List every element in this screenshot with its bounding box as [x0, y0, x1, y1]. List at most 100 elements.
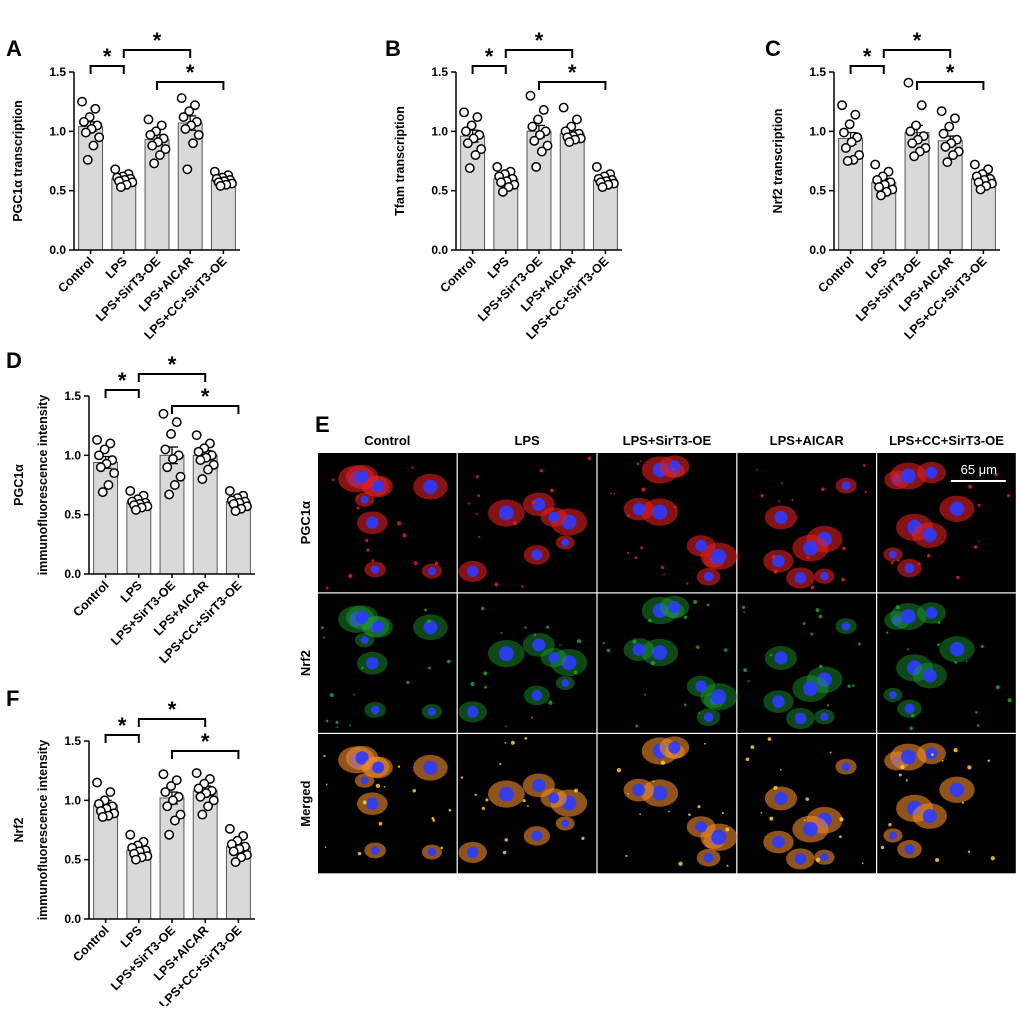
nucleus — [423, 479, 438, 494]
speckle — [745, 757, 750, 762]
speckle — [371, 559, 375, 562]
nucleus — [703, 571, 714, 582]
nucleus — [949, 782, 965, 797]
data-point — [542, 140, 553, 151]
speckle — [773, 569, 778, 574]
data-point — [182, 164, 193, 175]
data-point — [911, 120, 921, 131]
data-point — [125, 485, 136, 496]
speckle — [627, 514, 631, 518]
speckle — [862, 464, 866, 467]
speckle — [356, 496, 359, 499]
speckle — [706, 603, 710, 607]
significance-bracket: * — [916, 60, 985, 90]
y-axis-label: Tfam transcription — [393, 106, 407, 216]
speckle — [842, 546, 846, 551]
significance-star: * — [168, 352, 177, 377]
speckle — [917, 562, 921, 566]
speckle — [365, 538, 369, 543]
micrograph-tile — [457, 453, 597, 593]
nucleus — [360, 636, 369, 645]
speckle — [499, 762, 502, 766]
y-tick-label: 1.0 — [431, 124, 448, 138]
nucleus — [794, 572, 807, 584]
nucleus — [772, 695, 785, 708]
nucleus — [652, 504, 668, 520]
data-point — [535, 129, 545, 140]
y-axis-label: Nrf2 transcription — [771, 109, 785, 214]
nucleus — [891, 615, 903, 626]
nucleus — [695, 539, 707, 552]
micrograph-tile — [457, 734, 597, 874]
speckle — [530, 716, 534, 719]
data-point — [156, 120, 167, 131]
speckle — [522, 799, 526, 803]
data-point — [92, 777, 103, 788]
x-tick-label: Control — [70, 578, 111, 619]
micrograph-tile — [597, 453, 738, 593]
speckle — [861, 862, 864, 865]
data-point — [88, 140, 99, 151]
data-point — [105, 787, 116, 797]
data-point — [79, 116, 89, 127]
speckle — [587, 456, 592, 461]
speckle — [446, 659, 451, 664]
speckle — [660, 565, 665, 570]
data-point — [839, 127, 849, 138]
micrograph-tile — [318, 593, 457, 733]
nucleus — [532, 778, 546, 792]
data-point — [950, 113, 960, 124]
data-point — [169, 480, 180, 490]
nucleus — [561, 819, 570, 828]
micrograph-background — [737, 593, 876, 733]
data-point — [203, 801, 214, 812]
speckle — [805, 797, 810, 801]
speckle — [818, 614, 823, 619]
speckle — [747, 680, 750, 683]
nucleus — [711, 548, 727, 564]
significance-bracket: * — [89, 44, 125, 74]
y-tick-label: 1.5 — [431, 65, 448, 79]
speckle — [348, 573, 353, 579]
data-point — [99, 444, 110, 455]
speckle — [640, 546, 644, 549]
speckle — [484, 685, 487, 689]
speckle — [780, 482, 783, 485]
column-header: Control — [364, 433, 410, 448]
nucleus — [841, 481, 851, 490]
data-point — [496, 177, 506, 188]
nucleus — [427, 847, 437, 857]
significance-bracket: * — [504, 28, 574, 58]
nucleus — [652, 785, 668, 801]
significance-bracket: * — [171, 384, 240, 414]
nucleus — [904, 703, 915, 714]
micrograph-tile — [597, 734, 738, 874]
speckle — [485, 798, 489, 802]
y-tick-label: 1.0 — [64, 448, 81, 462]
data-point — [533, 114, 543, 125]
data-point — [527, 121, 538, 132]
speckle — [967, 850, 971, 853]
speckle — [895, 605, 901, 610]
speckle — [956, 575, 960, 580]
nucleus — [703, 712, 714, 723]
speckle — [432, 819, 436, 822]
speckle — [356, 506, 360, 510]
speckle — [531, 500, 536, 505]
speckle — [636, 462, 640, 466]
data-point — [940, 141, 951, 152]
speckle — [574, 788, 578, 793]
speckle — [504, 741, 507, 744]
speckle — [760, 494, 764, 498]
nucleus — [695, 820, 707, 833]
speckle — [810, 585, 815, 590]
nucleus — [632, 502, 646, 516]
nucleus — [900, 468, 916, 484]
nucleus — [711, 829, 727, 845]
data-point — [80, 127, 91, 138]
nucleus — [355, 751, 369, 765]
significance-bracket: * — [122, 28, 192, 58]
speckle — [573, 670, 578, 675]
speckle — [336, 726, 339, 728]
significance-bracket: * — [538, 60, 607, 90]
